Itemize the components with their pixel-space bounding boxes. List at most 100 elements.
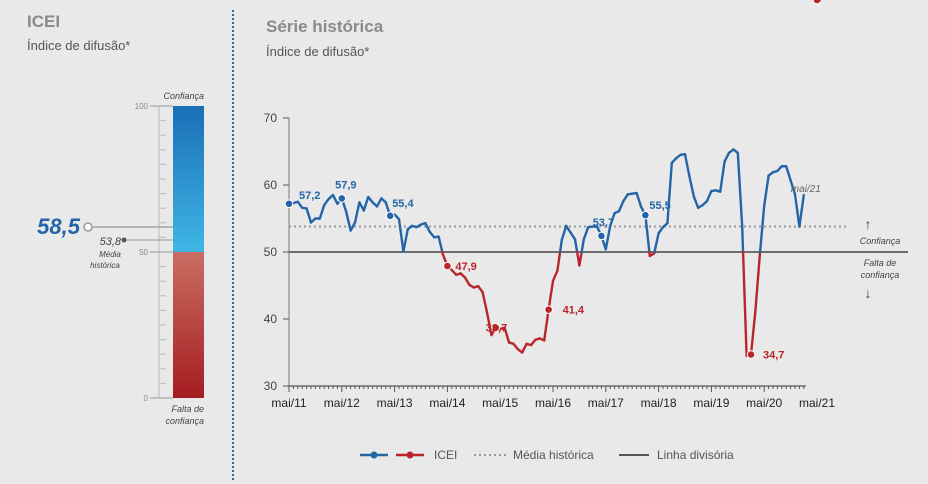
series-segment [463,276,471,287]
y-tick-label: 70 [264,111,278,125]
series-segment [560,224,568,242]
data-label: 57,9 [335,179,356,191]
series-segment [551,269,559,283]
data-label: 57,2 [299,190,320,202]
legend-series-label: ICEI [434,448,457,462]
average-value: 53,8 [100,236,122,248]
current-value: 58,5 [37,214,81,239]
series-segment [296,200,304,209]
series-segment [741,250,748,358]
data-label: 58,5 [806,0,827,3]
y-tick-label: 50 [264,245,278,259]
data-point [641,210,650,220]
last-date-label: mai/21 [791,184,821,195]
data-label: 55,4 [392,198,414,210]
data-label: 38,7 [486,323,507,335]
series-segment [578,250,583,267]
series-segment [609,211,616,228]
legend: ICEI Média histórica Linha divisória [360,448,734,462]
series-segment [477,284,484,294]
series-segment [318,203,326,220]
series-segment [793,193,801,228]
series-segment [604,224,612,251]
legend-blue-dot [370,451,378,459]
current-value-marker [83,222,93,232]
series-segment [349,221,357,232]
y-tick-label: 30 [264,379,278,393]
series-segment [666,161,673,225]
x-tick-label: mai/12 [324,396,360,410]
arrow-down-icon: ↓ [865,285,872,301]
legend-red-dot [406,451,414,459]
series-segment [657,226,665,235]
series-segment [688,175,695,198]
average-marker [121,237,127,243]
gauge-tick-0: 0 [144,394,149,403]
data-label: 41,4 [563,305,585,317]
series-segment [305,207,313,224]
series-segment [754,254,761,313]
data-point [337,194,347,203]
gauge-bottom-label-1: Falta de [171,404,204,414]
series-segment [705,189,713,203]
left-subtitle: Índice de difusão* [27,38,131,53]
series-segment [558,238,563,254]
series-segment [635,191,643,208]
series-segment [424,221,431,234]
panel-divider [232,10,234,480]
left-title: ICEI [27,12,61,31]
y-axis: 30 40 50 60 70 [264,111,290,393]
series-segment [692,195,700,209]
series-segment [397,217,405,253]
data-point [544,305,553,314]
series-segment [789,179,797,196]
data-point [385,211,395,221]
x-tick-label: mai/20 [746,396,782,410]
series-segment [569,231,577,241]
data-label: 53,7 [593,217,614,229]
data-point [812,0,822,5]
series-segment [736,151,744,228]
series-segment [798,193,805,228]
gauge-tick-50: 50 [139,248,148,257]
data-point [284,199,294,209]
series-segment [402,228,409,253]
data-label: 47,9 [455,261,476,273]
series-segment [644,213,651,254]
series-segment [547,279,555,311]
gauge: 100 50 0 Confiança Falta de confiança 58… [37,91,204,426]
data-label: 55,5 [649,200,670,212]
data-point [597,231,606,241]
average-label-1: Média [99,250,121,259]
series-segment [331,193,339,205]
x-tick-label: mai/13 [377,396,413,410]
series-segment [345,210,352,232]
series-segment [758,204,766,254]
series-segment [749,309,757,356]
series-segment [763,174,770,207]
x-axis: mai/11 mai/12 mai/13 mai/14 mai/15 mai/16 mai/… [271,385,835,410]
arrow-up-icon: ↑ [865,216,872,232]
series-segment [362,195,370,212]
series-segment [437,235,444,254]
average-label-2: histórica [90,261,120,270]
annotations: 57,2 57,9 55,4 47,9 38,7 41,4 53,7 55,5 34,7 58,5… [284,0,828,362]
gauge-confidence-zone [173,106,204,252]
chart-subtitle: Índice de difusão* [266,44,370,59]
series-segment [573,238,579,254]
series-segment [353,201,361,224]
series-segment [741,225,745,254]
reference-lines [289,225,908,253]
series-segment [785,165,792,182]
series-segment [565,224,572,234]
gauge-no-confidence-zone [173,252,204,398]
series-segment [580,238,585,254]
confidence-label: Confiança [860,236,901,246]
legend-average-label: Média histórica [513,448,594,462]
series-segment [481,291,489,314]
series-segment [719,160,726,193]
x-tick-label: mai/11 [271,396,306,410]
no-confidence-label-2: confiança [861,270,900,280]
x-tick-label: mai/21 [799,396,835,410]
